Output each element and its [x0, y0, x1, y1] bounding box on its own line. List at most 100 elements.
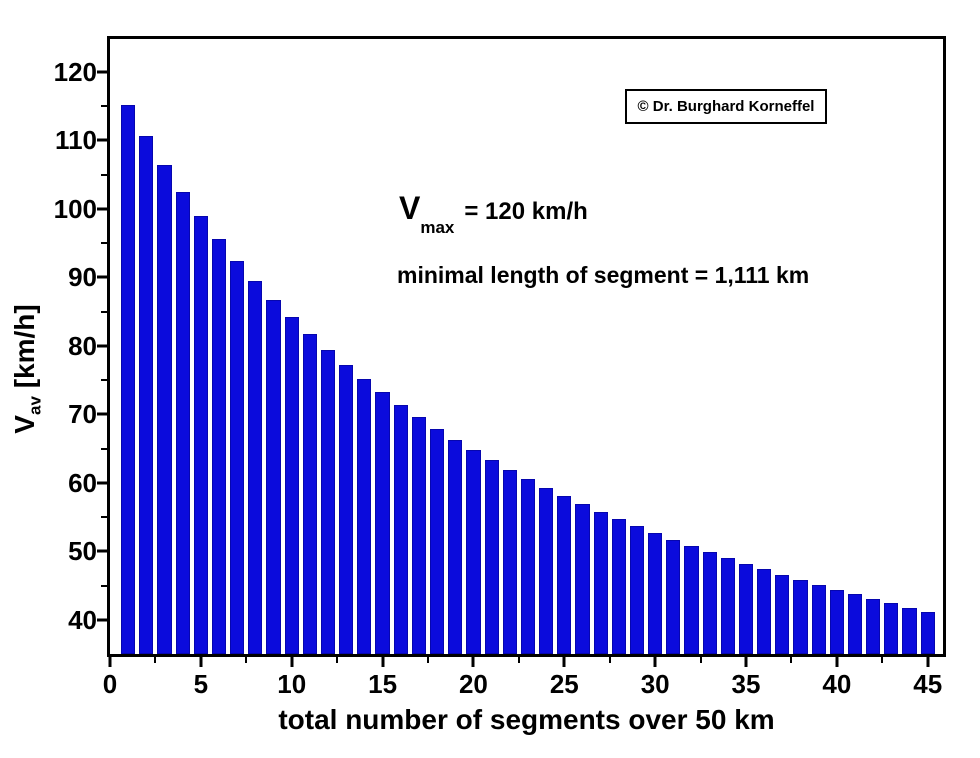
bar: [320, 349, 336, 654]
x-axis-title: total number of segments over 50 km: [278, 704, 775, 735]
x-tick-label: 30: [640, 669, 670, 699]
y-tick-label: 120: [53, 56, 97, 87]
x-tick-label: 5: [193, 669, 209, 699]
bar: [720, 558, 735, 654]
bar: [466, 449, 481, 654]
x-tick-label: 20: [458, 669, 488, 699]
x-major-tick: [835, 657, 839, 667]
x-major-tick: [926, 657, 930, 667]
x-tick-label: 25: [549, 669, 579, 699]
y-title-subscript: av: [25, 396, 45, 416]
y-major-tick: [97, 618, 107, 622]
y-tick-label: 50: [68, 536, 97, 567]
bar: [502, 469, 517, 654]
copyright-text: © Dr. Burghard Korneffel: [637, 98, 815, 115]
y-tick-label: 100: [53, 193, 97, 224]
bar: [666, 539, 681, 654]
bar: [284, 317, 299, 654]
y-tick-label: 60: [68, 467, 97, 498]
bar: [266, 299, 281, 654]
x-minor-tick: [336, 657, 339, 663]
bar: [411, 417, 426, 654]
y-tick-label: 110: [55, 125, 97, 156]
bar: [811, 584, 826, 654]
x-tick-label: 10: [277, 669, 307, 699]
bar: [230, 260, 245, 654]
bar: [539, 487, 554, 654]
bar: [193, 216, 208, 654]
bar: [593, 511, 608, 654]
bar: [157, 165, 172, 654]
x-minor-tick: [517, 657, 520, 663]
bar: [375, 392, 390, 654]
bar: [866, 599, 881, 654]
y-tick-label: 40: [68, 604, 97, 635]
x-minor-tick: [154, 657, 157, 663]
bar: [648, 532, 663, 654]
x-tick-label: 15: [368, 669, 398, 699]
bar: [557, 495, 572, 654]
x-tick-label: 40: [822, 669, 852, 699]
y-major-tick: [97, 207, 107, 211]
annotation-vmax: Vmax = 120 km/h: [399, 190, 588, 236]
y-minor-tick: [101, 447, 107, 450]
bar: [629, 525, 645, 654]
y-minor-tick: [101, 516, 107, 519]
y-minor-tick: [101, 310, 107, 313]
y-major-tick: [97, 138, 107, 142]
bar: [175, 191, 190, 654]
y-minor-tick: [101, 242, 107, 245]
x-tick-label: 0: [102, 669, 118, 699]
y-tick-label: 90: [68, 262, 97, 293]
bar: [775, 574, 790, 654]
x-major-tick: [744, 657, 748, 667]
x-major-tick: [471, 657, 475, 667]
x-tick-label: 45: [913, 669, 943, 699]
y-title-symbol: V: [9, 415, 40, 434]
y-minor-tick: [101, 584, 107, 587]
x-minor-tick: [608, 657, 611, 663]
bar: [139, 136, 154, 654]
vmax-value: = 120 km/h: [464, 198, 588, 225]
x-tick-label: 35: [731, 669, 761, 699]
annotation-min-segment: minimal length of segment = 1,111 km: [397, 262, 810, 288]
y-major-tick: [97, 549, 107, 553]
bar: [575, 504, 590, 654]
bar: [738, 563, 754, 654]
y-minor-tick: [101, 379, 107, 382]
x-minor-tick: [699, 657, 702, 663]
bar: [702, 551, 717, 654]
x-major-tick: [381, 657, 385, 667]
bar: [757, 569, 772, 654]
x-major-tick: [290, 657, 294, 667]
vmax-symbol: V: [399, 190, 421, 226]
bar: [884, 603, 899, 654]
vmax-subscript: max: [420, 218, 455, 237]
y-major-tick: [97, 275, 107, 279]
bar: [902, 608, 917, 654]
bar: [829, 589, 844, 654]
bar: [520, 478, 536, 654]
bar: [611, 519, 626, 654]
bar: [393, 404, 408, 654]
bar: [484, 460, 499, 654]
x-major-tick: [199, 657, 203, 667]
bar: [920, 612, 935, 654]
y-major-tick: [97, 481, 107, 485]
x-major-tick: [108, 657, 112, 667]
y-major-tick: [97, 70, 107, 74]
x-minor-tick: [245, 657, 248, 663]
bar: [302, 334, 317, 654]
bar: [847, 594, 863, 654]
y-tick-label: 70: [68, 399, 97, 430]
bar: [448, 439, 463, 654]
x-minor-tick: [427, 657, 429, 663]
bar: [684, 545, 699, 654]
x-minor-tick: [881, 657, 884, 663]
bar: [211, 238, 227, 654]
y-minor-tick: [101, 173, 107, 176]
y-minor-tick: [101, 105, 107, 108]
y-major-tick: [97, 412, 107, 416]
x-major-tick: [653, 657, 657, 667]
